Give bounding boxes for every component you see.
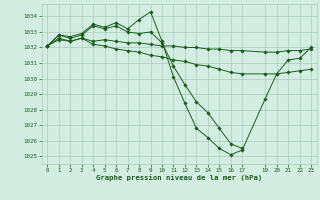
X-axis label: Graphe pression niveau de la mer (hPa): Graphe pression niveau de la mer (hPa) xyxy=(96,175,262,181)
